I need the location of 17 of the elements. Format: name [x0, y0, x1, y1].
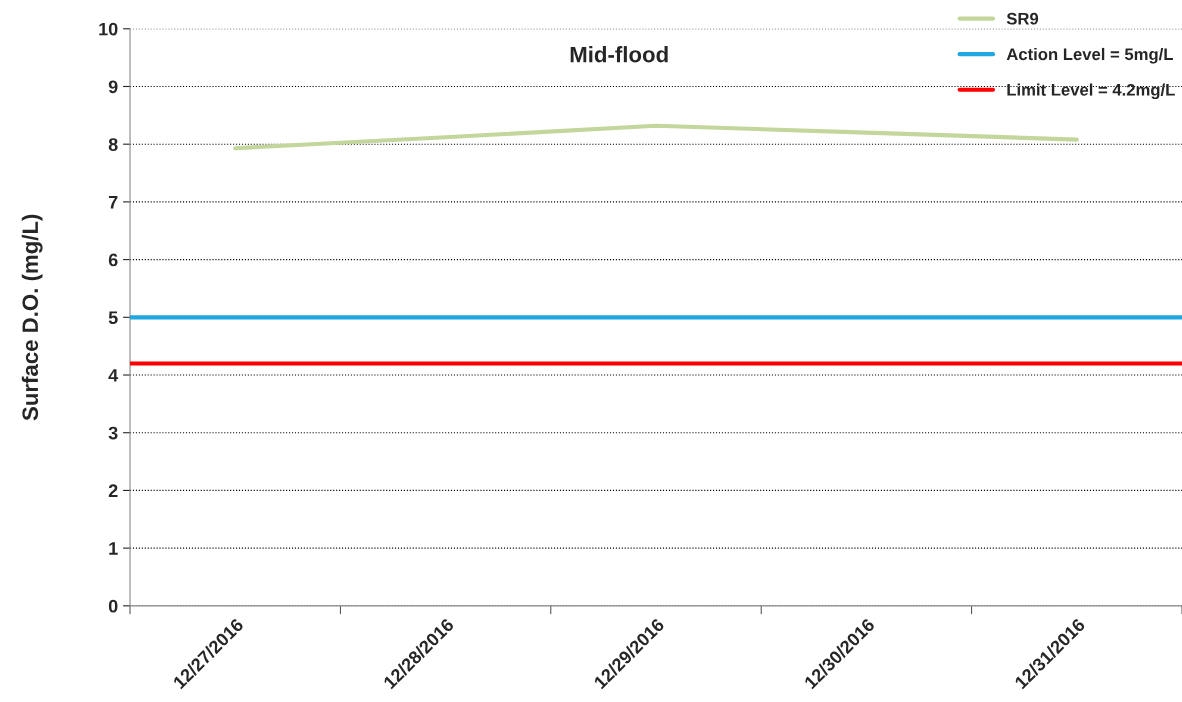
legend-label: SR9: [1006, 12, 1039, 25]
y-tick-label: 5: [108, 311, 118, 325]
y-tick-label: 0: [108, 599, 118, 613]
y-tick-label: 9: [108, 80, 118, 94]
y-tick-label: 6: [108, 253, 118, 267]
legend-label: Limit Level = 4.2mg/L: [1007, 83, 1175, 100]
y-tick-label: 3: [108, 426, 118, 440]
line-series: [233, 123, 1079, 151]
y-tick-label: 10: [99, 22, 118, 36]
y-tick-label: 4: [108, 369, 119, 382]
y-axis-title: Surface D.O. (mg/L): [21, 214, 43, 421]
y-tick-label: 8: [108, 138, 118, 151]
text: Mid-flood: [570, 46, 668, 63]
y-tick-label: 2: [108, 484, 118, 497]
y-tick-label: 7: [108, 196, 118, 209]
legend-label: Action Level = 5mg/L: [1006, 47, 1173, 64]
y-tick-label: 1: [109, 542, 118, 555]
